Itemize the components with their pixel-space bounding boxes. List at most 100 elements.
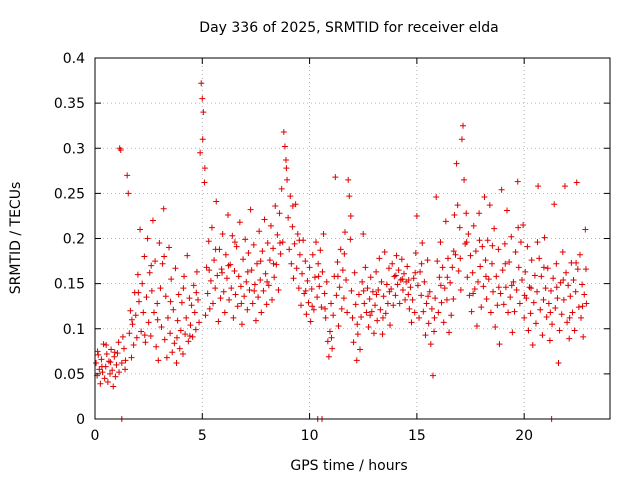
data-point [315,273,322,280]
data-point [122,366,129,373]
data-point [217,295,224,302]
data-point [414,282,421,289]
data-point [435,309,442,316]
data-point [433,193,440,200]
data-point [399,276,406,283]
data-point [247,206,254,213]
data-point [323,278,330,285]
data-point [116,369,123,376]
data-point [560,277,567,284]
data-point [476,210,483,217]
data-point [512,249,519,256]
data-point [367,312,374,319]
data-point [295,285,302,292]
data-point [463,239,470,246]
data-point [573,179,580,186]
data-point [328,334,335,341]
data-point [451,212,458,219]
data-point [139,280,146,287]
data-point [259,248,266,255]
data-point [390,302,397,309]
data-point [167,298,174,305]
data-point [373,291,380,298]
data-point [551,201,558,208]
data-point [114,350,121,357]
data-point [491,225,498,232]
plot-frame [94,57,611,420]
data-point [471,286,478,293]
data-point [133,334,140,341]
data-point [307,318,314,325]
data-point [234,303,241,310]
data-point [175,291,182,298]
data-point [192,326,199,333]
data-point [337,246,344,253]
data-point [535,183,542,190]
data-point [538,273,545,280]
data-point [154,316,161,323]
data-point [494,302,501,309]
data-point [536,255,543,262]
data-point [408,319,415,326]
data-point [288,260,295,267]
data-point [197,149,204,156]
data-point [524,243,531,250]
data-point [302,258,309,265]
data-point [260,287,267,294]
data-point [526,284,533,291]
data-point [282,156,289,163]
data-point [148,262,155,269]
data-point [210,300,217,307]
data-point [154,300,161,307]
data-point [107,359,114,366]
data-point [291,240,298,247]
data-point [506,258,513,265]
data-point [252,317,259,324]
data-point [424,257,431,264]
data-point [244,268,251,275]
data-point [361,300,368,307]
data-point [376,255,383,262]
data-point [100,341,107,348]
data-point [346,193,353,200]
data-point [128,354,135,361]
data-point [112,373,119,380]
data-point [394,281,401,288]
data-point [256,228,263,235]
data-point [401,270,407,277]
chart-title: Day 336 of 2025, SRMTID for receiver eld… [199,20,498,36]
data-point [319,268,326,275]
data-point [425,320,432,327]
data-point [378,278,385,285]
data-point [377,306,384,313]
data-point [528,257,535,264]
data-point [135,298,142,305]
data-point [379,314,386,321]
data-point [135,289,142,296]
data-point [269,296,276,303]
data-point [493,273,500,280]
data-point [455,267,462,274]
data-point [320,230,327,237]
data-point [539,332,546,339]
data-point [187,322,194,329]
data-point [382,310,389,317]
data-point [156,240,163,247]
data-point [158,323,165,330]
data-point [508,233,515,240]
data-point [207,277,214,284]
data-point [122,357,129,364]
data-point [181,273,188,280]
data-point [355,291,362,298]
data-point [441,285,448,292]
data-point [248,267,255,274]
data-point [481,193,488,200]
data-point [363,309,370,316]
data-point [230,314,237,321]
data-point [457,255,464,262]
data-point [99,369,106,376]
data-point [582,226,589,233]
data-point [566,314,573,321]
data-point [241,293,248,300]
data-point [250,241,257,248]
